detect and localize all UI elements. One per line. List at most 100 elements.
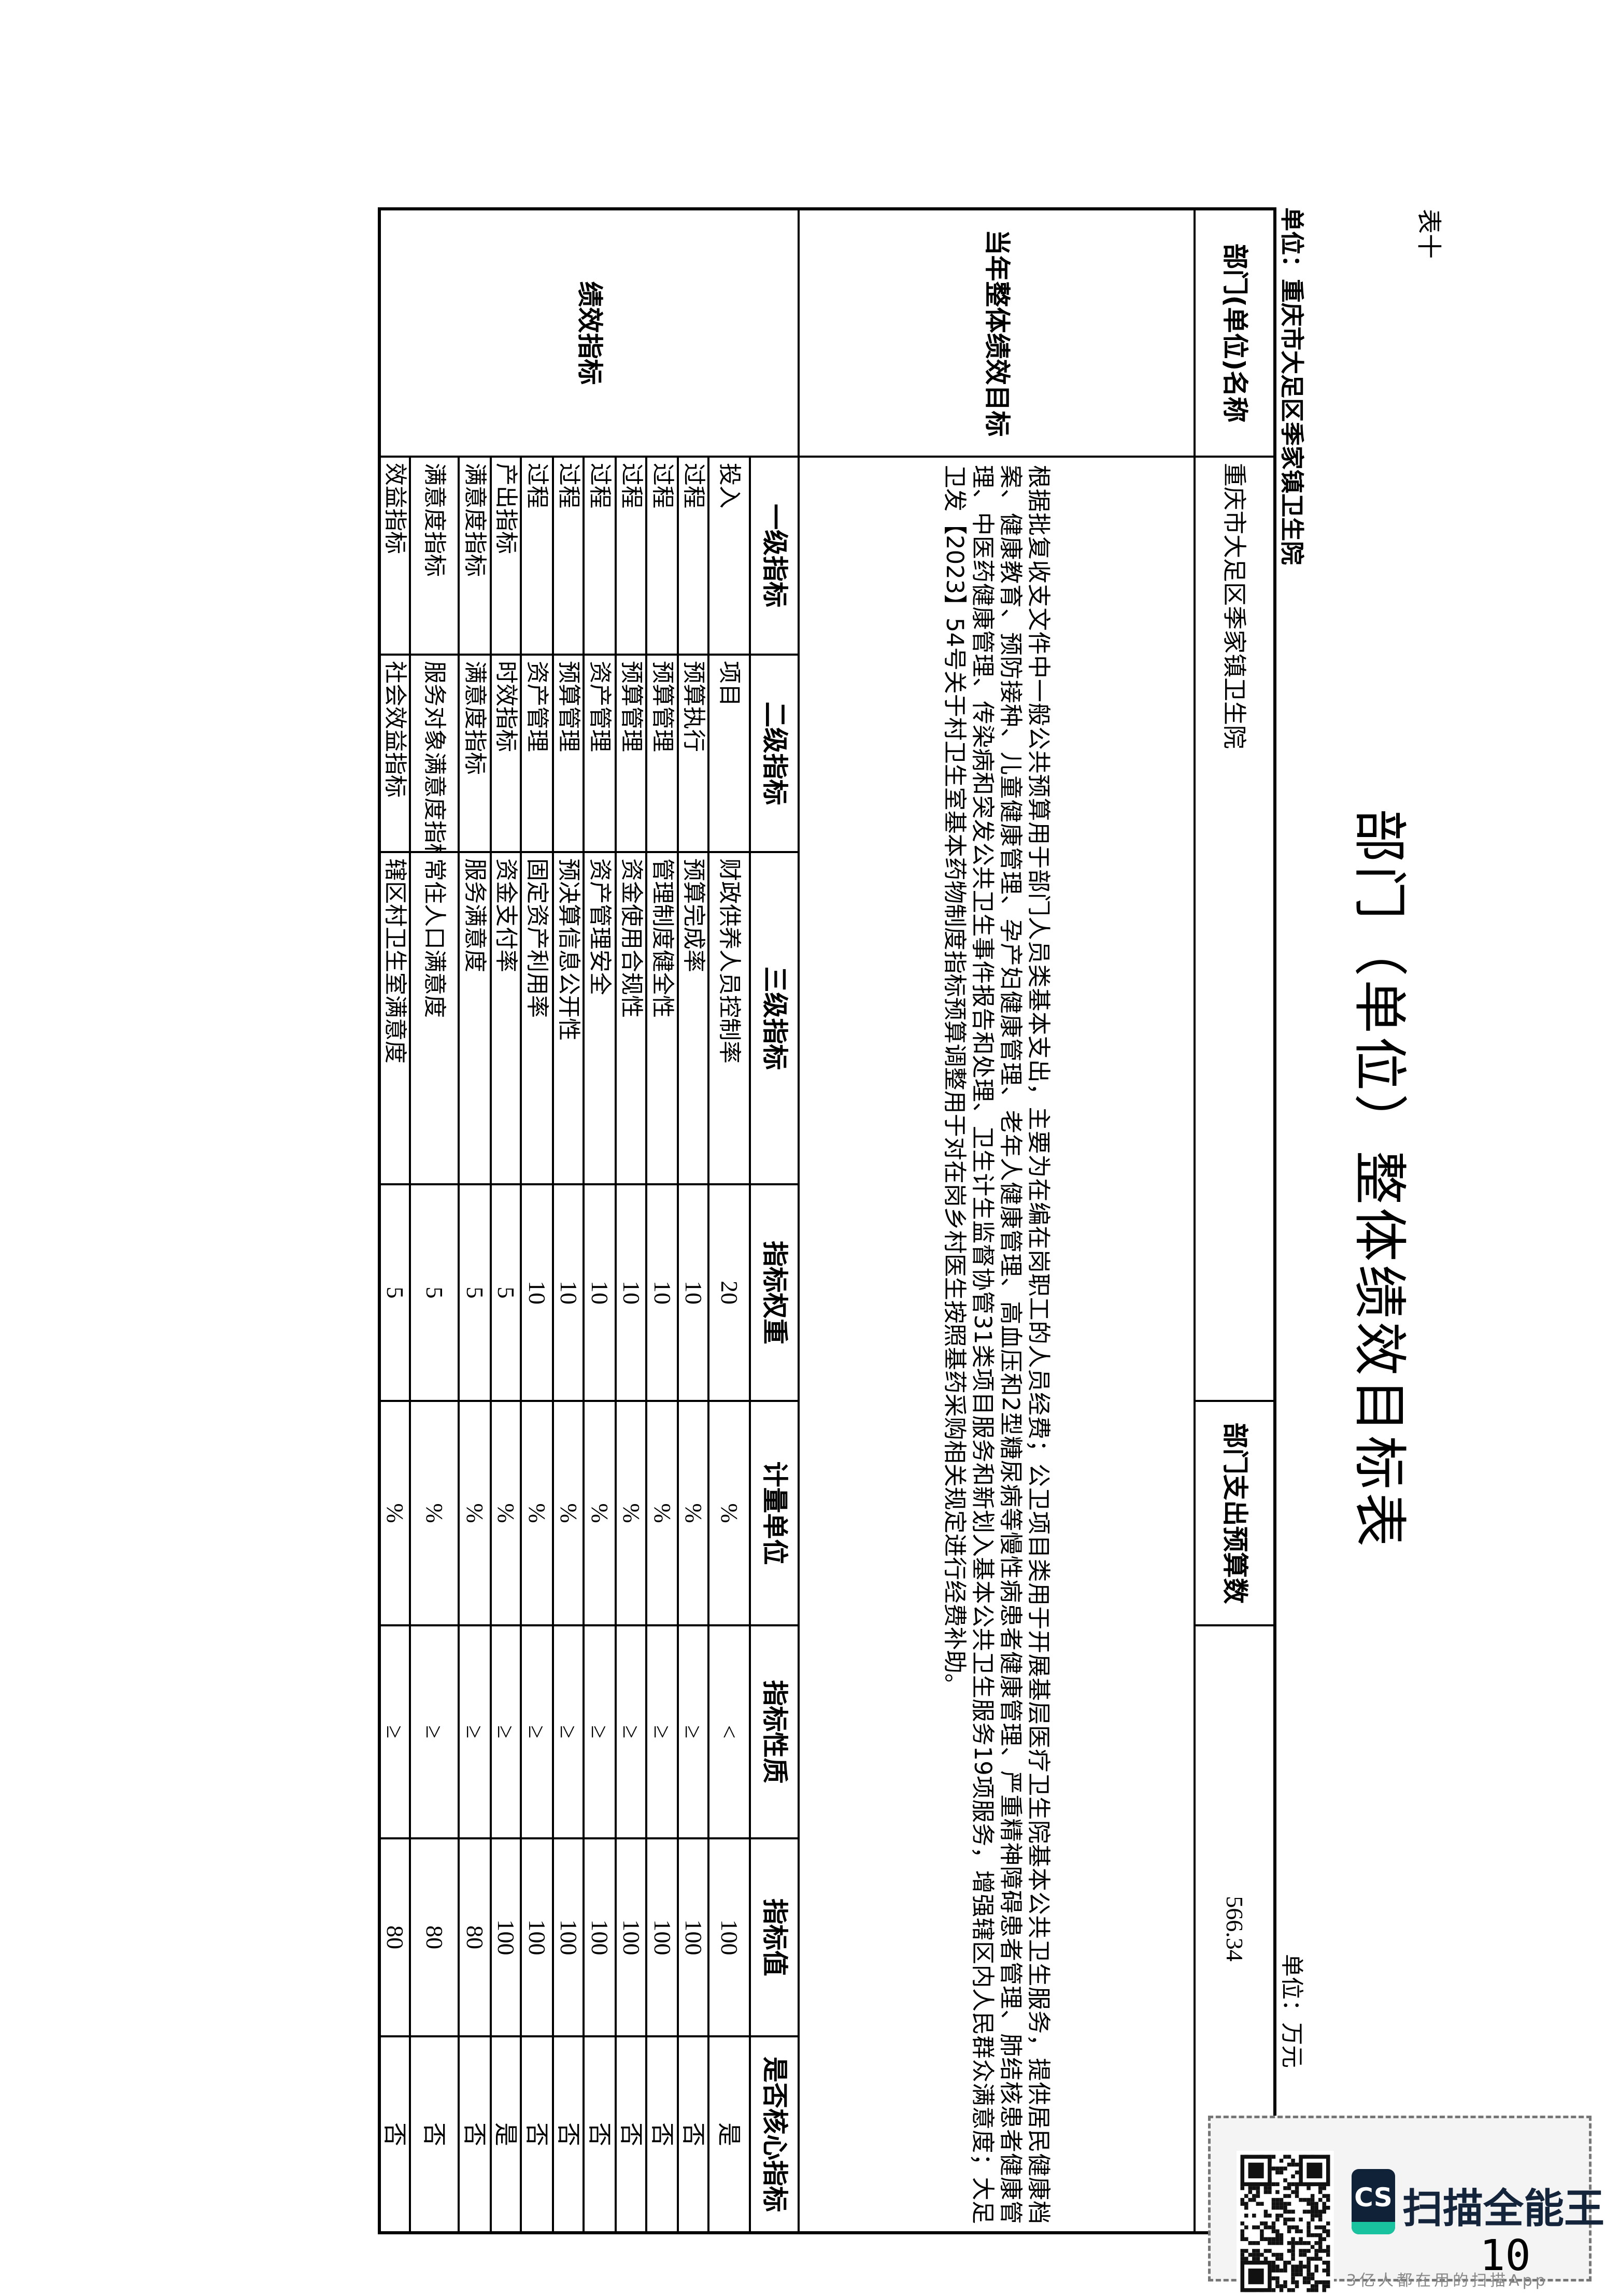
target-label: 当年整体绩效目标 <box>799 209 1195 457</box>
indicator-row: 满意度指标 满意度指标 服务满意度 5% ≥80 否 <box>459 209 491 2233</box>
cell-l1: 过程 <box>553 457 584 655</box>
cell-value: 100 <box>491 1838 521 2036</box>
cell-core: 是 <box>708 2036 750 2233</box>
cell-unit: % <box>584 1401 616 1625</box>
target-row: 当年整体绩效目标 根据批复收支文件中一般公共预算用于部门人员类基本支出，主要为在… <box>799 209 1195 2233</box>
cell-value: 100 <box>646 1838 678 2036</box>
cell-unit: % <box>410 1401 459 1625</box>
scanner-watermark: CS 扫描全能王 3亿人都在用的扫描App <box>1208 2116 1604 2296</box>
cell-unit: % <box>491 1401 521 1625</box>
budget-label: 部门支出预算数 <box>1195 1401 1275 1625</box>
cell-weight: 5 <box>410 1184 459 1401</box>
cell-l2: 预算管理 <box>646 655 678 852</box>
page-number: 10 <box>1480 2231 1531 2280</box>
qr-code-icon <box>1237 2151 1334 2296</box>
cell-nature: ≥ <box>521 1625 553 1838</box>
cell-l1: 满意度指标 <box>410 457 459 655</box>
cell-l2: 预算管理 <box>553 655 584 852</box>
cell-weight: 5 <box>491 1184 521 1401</box>
indicator-row: 产出指标 时效指标 资金支付率 5% ≥100 是 <box>491 209 521 2233</box>
cell-nature: ≥ <box>616 1625 646 1838</box>
indicator-row: 过程 预算执行 预算完成率 10% ≥100 否 <box>678 209 708 2233</box>
cell-l2: 预算执行 <box>678 655 708 852</box>
indicator-row: 投入 项目 财政供养人员控制率 20% <100 是 <box>708 209 750 2233</box>
cell-l2: 社会效益指标 <box>379 655 410 852</box>
cell-weight: 5 <box>379 1184 410 1401</box>
header-level1: 一级指标 <box>750 457 799 655</box>
cell-nature: ≥ <box>379 1625 410 1838</box>
cell-value: 100 <box>584 1838 616 2036</box>
cell-weight: 10 <box>646 1184 678 1401</box>
table-number: 表十 <box>1414 209 1443 259</box>
indicator-row: 过程 资产管理 资产管理安全 10% ≥100 否 <box>584 209 616 2233</box>
cell-l1: 过程 <box>646 457 678 655</box>
cell-core: 否 <box>553 2036 584 2233</box>
cell-l3: 预决算信息公开性 <box>553 852 584 1184</box>
cell-l1: 过程 <box>678 457 708 655</box>
cell-l1: 满意度指标 <box>459 457 491 655</box>
cell-core: 否 <box>459 2036 491 2233</box>
app-name: 扫描全能王 <box>1402 2186 1605 2232</box>
cell-l2: 项目 <box>708 655 750 852</box>
cell-nature: ≥ <box>491 1625 521 1838</box>
cell-unit: % <box>521 1401 553 1625</box>
cell-core: 否 <box>678 2036 708 2233</box>
cell-value: 100 <box>616 1838 646 2036</box>
cell-unit: % <box>678 1401 708 1625</box>
cell-l3: 常住人口满意度 <box>410 852 459 1184</box>
dept-name-value: 重庆市大足区季家镇卫生院 <box>1195 457 1275 1401</box>
cell-nature: ≥ <box>646 1625 678 1838</box>
cell-value: 100 <box>521 1838 553 2036</box>
cell-l2: 资产管理 <box>584 655 616 852</box>
cell-nature: ≥ <box>678 1625 708 1838</box>
cell-l3: 资金支付率 <box>491 852 521 1184</box>
cell-core: 否 <box>410 2036 459 2233</box>
cs-logo-text: CS <box>1354 2182 1393 2213</box>
header-value: 指标值 <box>750 1838 799 2036</box>
cell-l3: 财政供养人员控制率 <box>708 852 750 1184</box>
cell-l2: 资产管理 <box>521 655 553 852</box>
cell-core: 否 <box>521 2036 553 2233</box>
indicator-row: 效益指标 社会效益指标 辖区村卫生室满意度 5% ≥80 否 <box>379 209 410 2233</box>
cell-weight: 10 <box>584 1184 616 1401</box>
cell-l3: 固定资产利用率 <box>521 852 553 1184</box>
cell-core: 否 <box>379 2036 410 2233</box>
header-weight: 指标权重 <box>750 1184 799 1401</box>
cell-value: 100 <box>553 1838 584 2036</box>
cell-unit: % <box>616 1401 646 1625</box>
cell-l2: 时效指标 <box>491 655 521 852</box>
header-nature: 指标性质 <box>750 1625 799 1838</box>
cell-l3: 预算完成率 <box>678 852 708 1184</box>
cell-core: 否 <box>584 2036 616 2233</box>
cell-value: 100 <box>678 1838 708 2036</box>
cell-unit: % <box>646 1401 678 1625</box>
cell-unit: % <box>553 1401 584 1625</box>
cell-nature: < <box>708 1625 750 1838</box>
cell-l2: 预算管理 <box>616 655 646 852</box>
cell-l3: 资金使用合规性 <box>616 852 646 1184</box>
cell-core: 否 <box>646 2036 678 2233</box>
cell-l3: 辖区村卫生室满意度 <box>379 852 410 1184</box>
indicator-row: 过程 预算管理 管理制度健全性 10% ≥100 否 <box>646 209 678 2233</box>
indicator-header-row: 绩效指标 一级指标 二级指标 三级指标 指标权重 计量单位 指标性质 指标值 是否核心指标 <box>379 209 799 2233</box>
cell-l2: 服务对象满意度指标 <box>410 655 459 852</box>
cell-nature: ≥ <box>459 1625 491 1838</box>
page-title: 部门（单位）整体绩效目标表 <box>1348 809 1411 1550</box>
cell-core: 否 <box>616 2036 646 2233</box>
cell-weight: 5 <box>459 1184 491 1401</box>
cell-weight: 10 <box>616 1184 646 1401</box>
unit-currency: 单位：万元 <box>1279 1954 1305 2068</box>
cell-value: 80 <box>410 1838 459 2036</box>
header-unit: 计量单位 <box>750 1401 799 1625</box>
cs-app-logo: CS <box>1352 2169 1395 2234</box>
cell-value: 80 <box>459 1838 491 2036</box>
cell-l1: 过程 <box>584 457 616 655</box>
cell-unit: % <box>459 1401 491 1625</box>
cell-l1: 过程 <box>521 457 553 655</box>
header-level3: 三级指标 <box>750 852 799 1184</box>
cell-l3: 资产管理安全 <box>584 852 616 1184</box>
cell-weight: 20 <box>708 1184 750 1401</box>
cell-weight: 10 <box>678 1184 708 1401</box>
indicator-row: 过程 预算管理 资金使用合规性 10% ≥100 否 <box>616 209 646 2233</box>
